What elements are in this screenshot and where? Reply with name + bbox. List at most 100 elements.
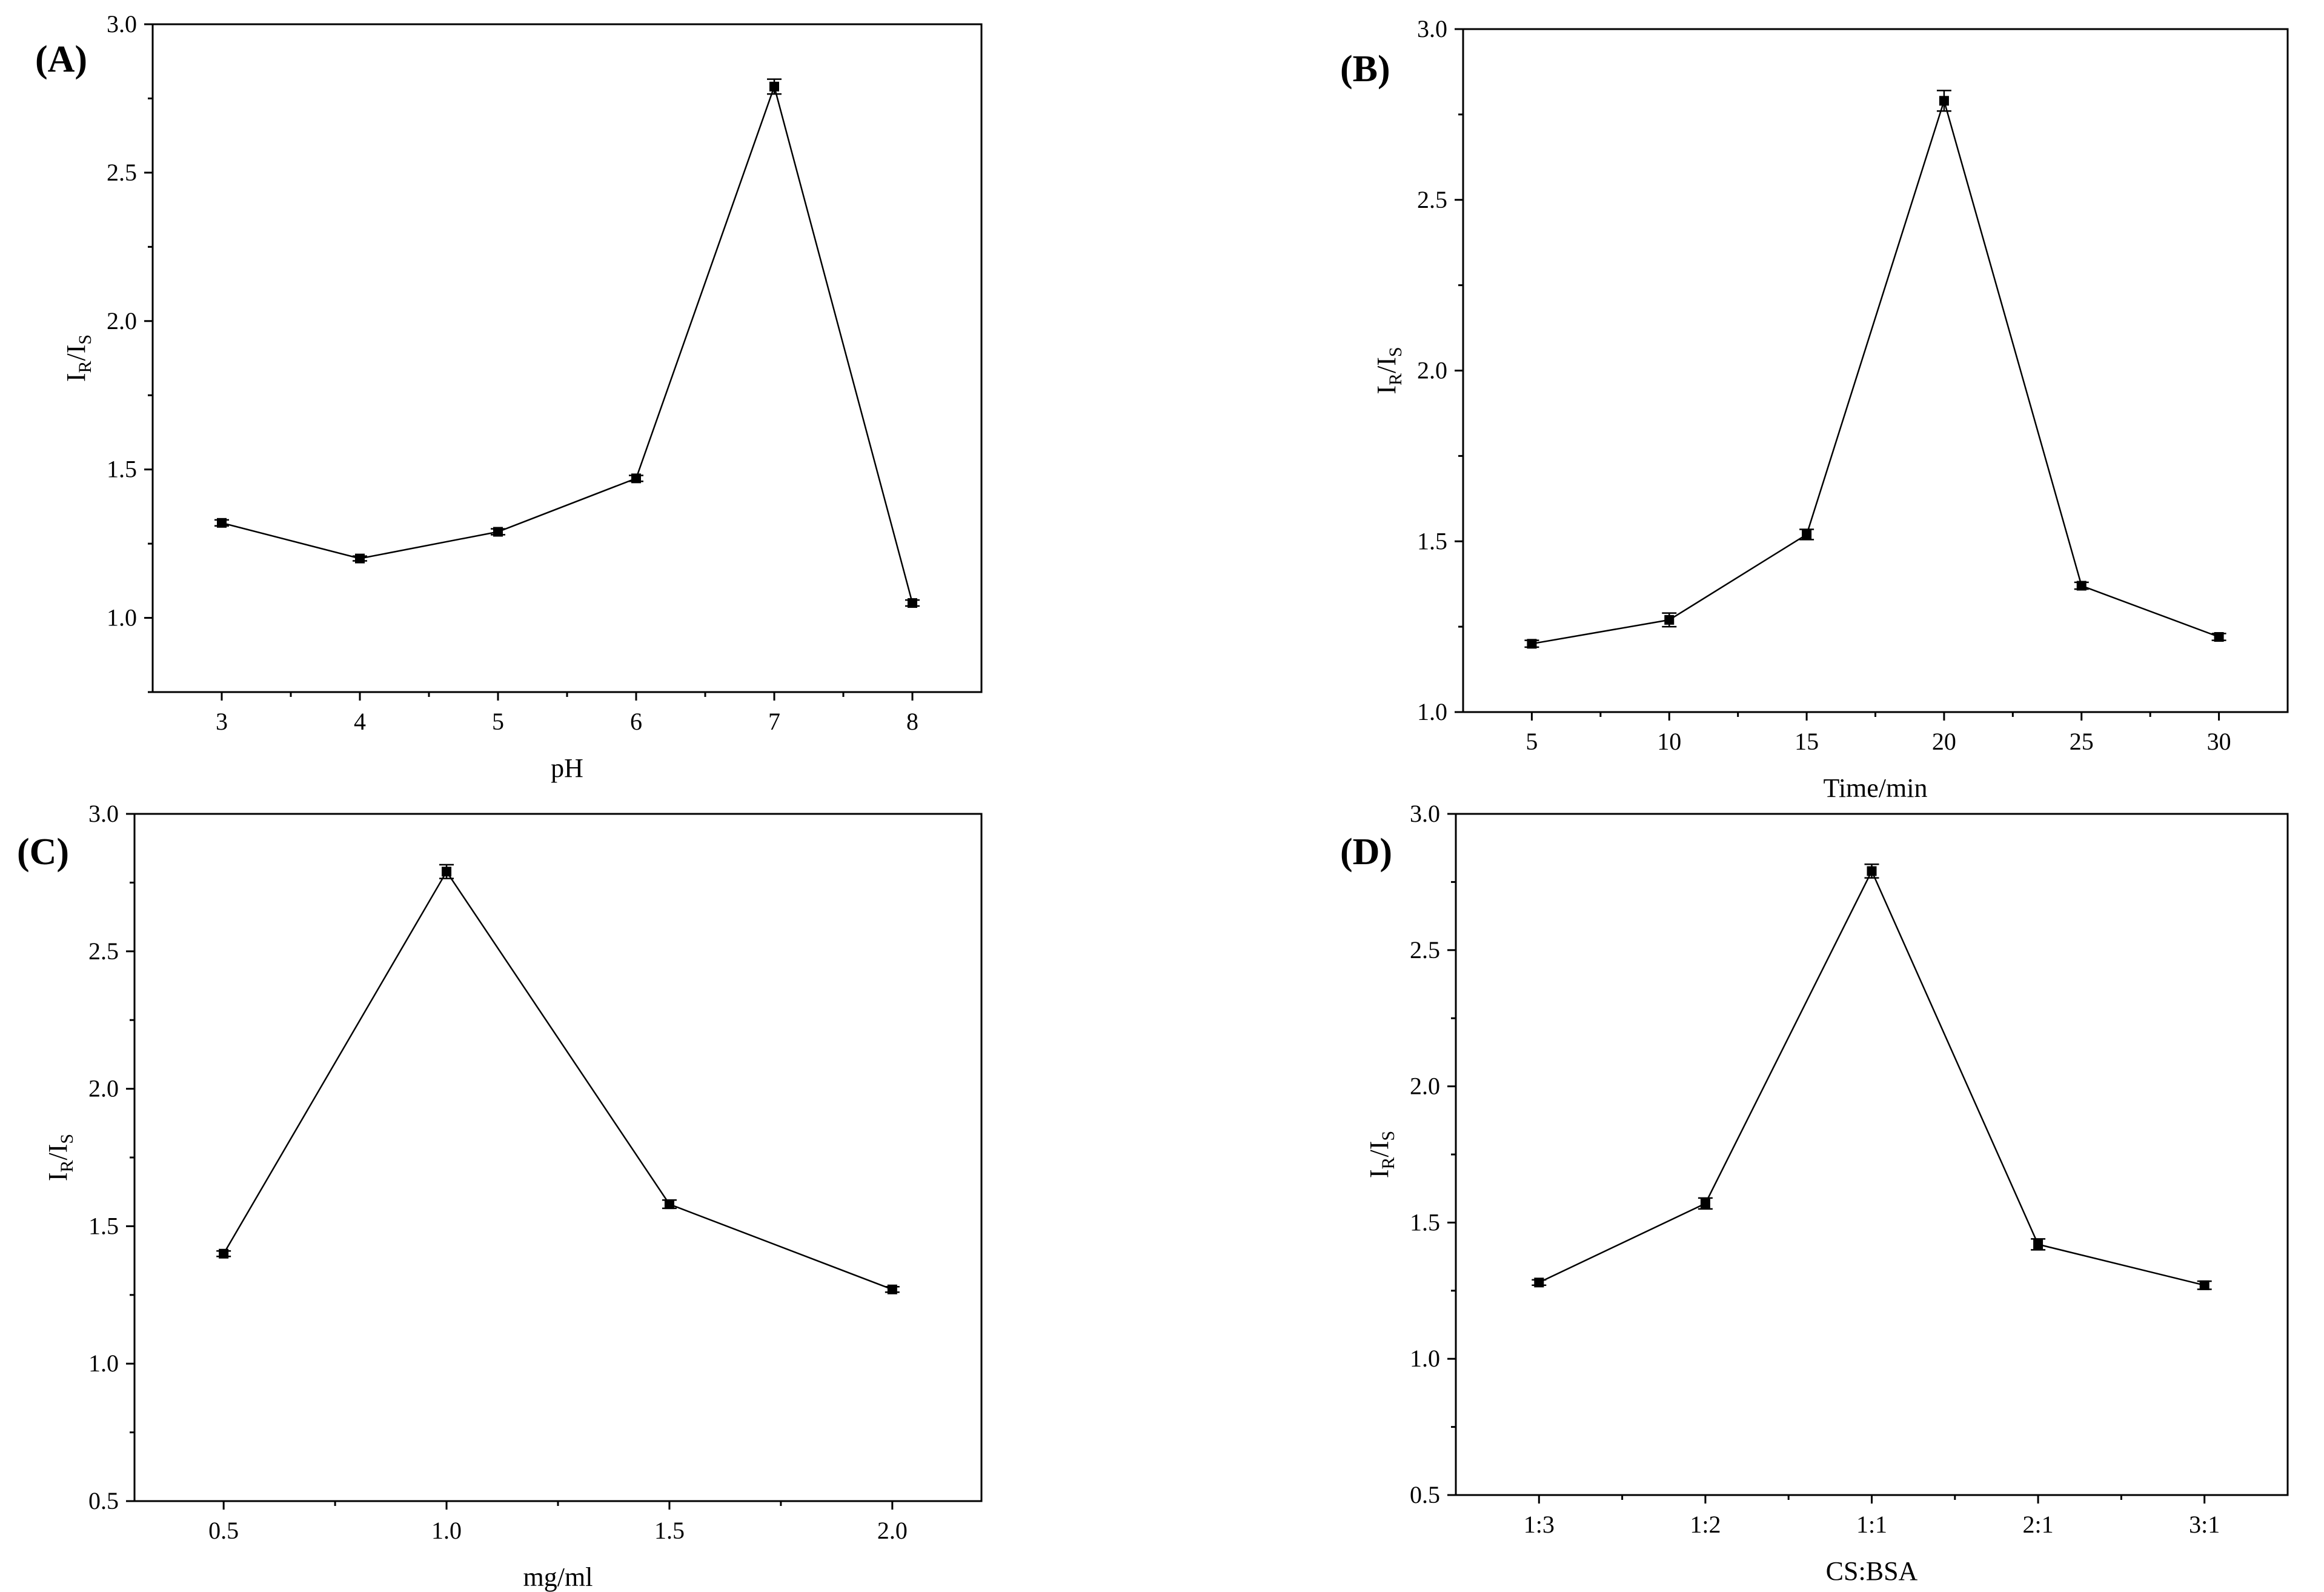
x-tick-label: 10	[1657, 728, 1681, 755]
data-point	[2033, 1239, 2043, 1250]
series-line	[221, 84, 914, 604]
y-axis-label: IR/IS	[1364, 1131, 1398, 1178]
y-axis-label-part: I	[43, 1172, 73, 1181]
y-tick-label: 0.5	[1410, 1481, 1440, 1508]
x-tick-label: 5	[1526, 728, 1538, 755]
data-point	[2199, 1280, 2209, 1290]
x-tick-label: 2.0	[877, 1517, 908, 1544]
y-tick-label: 1.5	[1417, 527, 1447, 555]
x-tick-label: 20	[1932, 728, 1956, 755]
y-axis-label-part: I	[61, 373, 91, 382]
y-tick-label: 3.0	[107, 10, 137, 38]
y-axis-label-part: I	[1364, 1169, 1394, 1178]
x-tick-label: 15	[1794, 728, 1819, 755]
y-axis-label-subscript: S	[57, 1134, 77, 1144]
panel-label: (B)	[1340, 48, 1390, 90]
plot-frame	[151, 23, 983, 693]
y-tick-label: 1.5	[107, 456, 137, 483]
data-point	[1534, 1277, 1544, 1288]
y-tick-label: 2.0	[107, 307, 137, 335]
data-point	[631, 473, 641, 484]
data-point	[908, 598, 917, 608]
y-tick-label: 1.0	[88, 1350, 119, 1377]
y-tick-label: 1.0	[1410, 1345, 1440, 1372]
chart-panel-4: 0.5 1.0 1.5 2.0 2.5 3.0 1:3 1:2 1:1 2:1 3:1 CS:BSA I…	[1340, 800, 2289, 1586]
y-axis-label-subscript: S	[1378, 1131, 1398, 1141]
data-point	[219, 1248, 229, 1259]
panel-label: (C)	[17, 831, 69, 873]
y-tick-label: 2.0	[88, 1075, 119, 1102]
x-axis-label: CS:BSA	[1826, 1556, 1918, 1586]
x-tick-label: 2:1	[2023, 1511, 2054, 1538]
y-axis-label: IR/IS	[43, 1134, 77, 1181]
x-axis-label: mg/ml	[523, 1562, 593, 1592]
data-point	[355, 553, 365, 564]
panel-label: (D)	[1340, 831, 1392, 873]
y-axis-label-subscript: S	[1386, 347, 1406, 357]
data-point	[493, 527, 503, 537]
y-tick-label: 3.0	[1417, 15, 1447, 42]
x-tick-label: 1:1	[1856, 1511, 1887, 1538]
panel-label: (A)	[35, 39, 87, 80]
x-tick-label: 0.5	[208, 1517, 239, 1544]
y-tick-label: 2.5	[88, 938, 119, 965]
y-tick-label: 1.5	[1410, 1208, 1440, 1236]
data-point	[1939, 96, 1949, 106]
x-tick-label: 25	[2070, 728, 2094, 755]
y-tick-label: 2.0	[1410, 1073, 1440, 1100]
series-line	[223, 870, 893, 1290]
data-point	[442, 867, 452, 877]
y-tick-label: 3.0	[88, 800, 119, 827]
chart-panel-3: 0.5 1.0 1.5 2.0 2.5 3.0 0.5 1.0 1.5 2.0 mg/ml IR/IS…	[17, 800, 983, 1592]
plot-frame	[1462, 28, 2289, 713]
x-axis-label: pH	[551, 753, 583, 783]
y-axis-label-subscript: R	[1386, 373, 1406, 385]
y-axis-label-part: /I	[1364, 1141, 1394, 1157]
x-tick-label: 7	[768, 708, 780, 735]
x-tick-label: 1:3	[1524, 1511, 1555, 1538]
y-tick-label: 1.0	[1417, 698, 1447, 725]
y-tick-label: 1.5	[88, 1212, 119, 1239]
y-axis-label: IR/IS	[61, 335, 95, 382]
y-axis-label-part: /I	[43, 1144, 73, 1161]
y-axis-label: IR/IS	[1372, 347, 1406, 394]
x-tick-label: 1:2	[1690, 1511, 1721, 1538]
chart-panel-1: 1.0 1.5 2.0 2.5 3.0 3 4 5 6 7 8 pH IR/IS (A)	[35, 10, 983, 783]
x-tick-label: 30	[2207, 728, 2231, 755]
x-tick-label: 3:1	[2189, 1511, 2220, 1538]
data-point	[664, 1199, 674, 1210]
data-point	[1664, 614, 1675, 625]
data-point	[1527, 639, 1537, 649]
series-line	[1538, 869, 2205, 1287]
y-tick-label: 2.5	[1410, 936, 1440, 964]
data-point	[1802, 529, 1812, 539]
data-point	[1700, 1198, 1710, 1208]
x-tick-label: 4	[354, 708, 366, 735]
x-tick-label: 3	[216, 708, 228, 735]
y-axis-label-subscript: R	[57, 1160, 77, 1172]
y-axis-label-part: /I	[1372, 357, 1401, 373]
y-tick-label: 0.5	[88, 1487, 119, 1514]
y-axis-label-part: I	[1372, 385, 1401, 395]
series-line	[1532, 98, 2220, 645]
x-axis-label: Time/min	[1824, 773, 1928, 803]
chart-panel-2: 1.0 1.5 2.0 2.5 3.0 5 10 15 20 25 30 Time/min IR/IS (…	[1340, 15, 2289, 803]
x-tick-label: 1.0	[431, 1517, 462, 1544]
data-point	[2076, 581, 2087, 591]
y-tick-label: 3.0	[1410, 800, 1440, 827]
y-tick-label: 2.5	[1417, 186, 1447, 213]
x-tick-label: 5	[492, 708, 504, 735]
y-axis-label-subscript: S	[75, 335, 95, 345]
data-point	[769, 81, 779, 92]
plot-frame	[1455, 813, 2289, 1496]
y-tick-label: 2.0	[1417, 357, 1447, 384]
y-axis-label-part: /I	[61, 345, 91, 361]
data-point	[1867, 866, 1877, 876]
y-tick-label: 2.5	[107, 159, 137, 186]
x-tick-label: 1.5	[654, 1517, 685, 1544]
data-point	[2214, 632, 2224, 642]
y-tick-label: 1.0	[107, 604, 137, 631]
data-point	[887, 1284, 897, 1294]
data-point	[217, 518, 227, 528]
